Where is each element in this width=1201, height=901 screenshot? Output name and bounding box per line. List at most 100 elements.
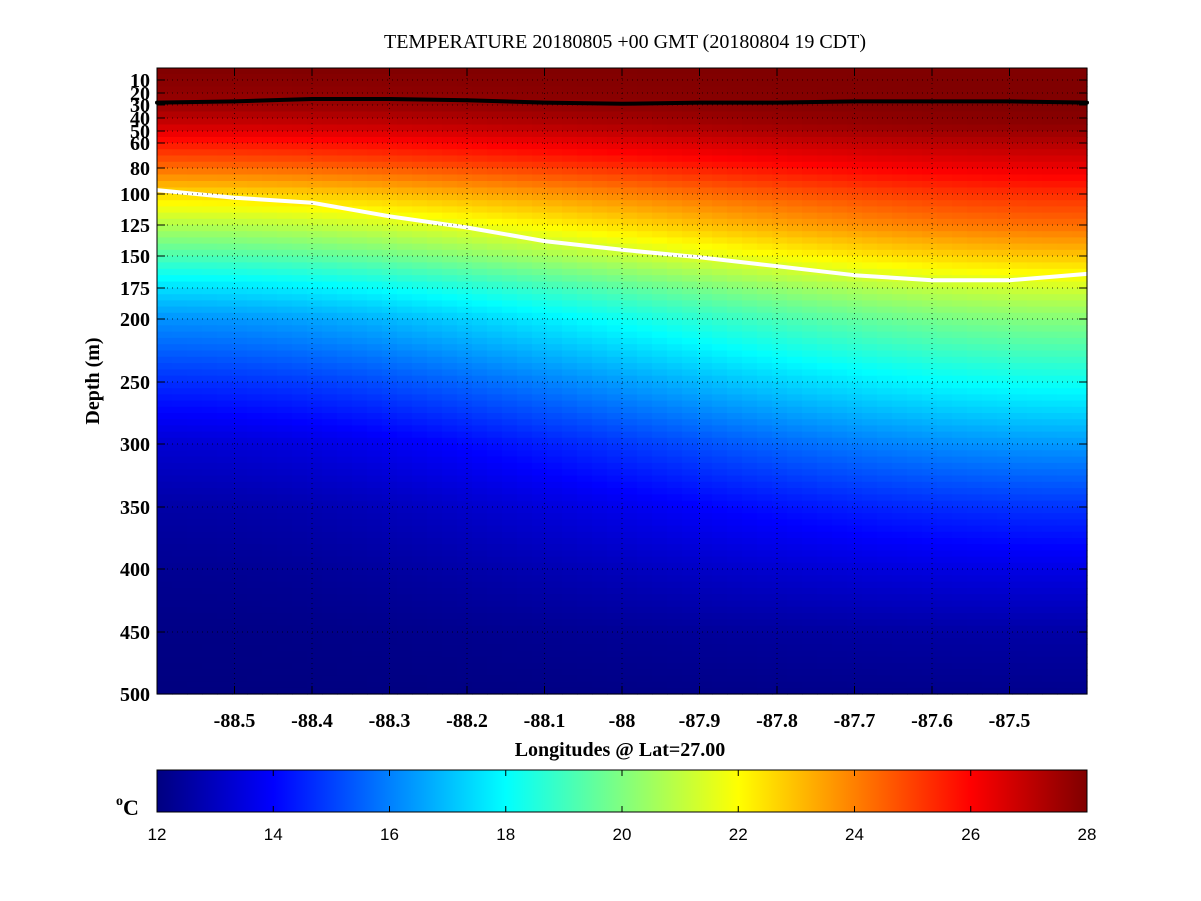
heatmap-cell — [592, 538, 608, 545]
heatmap-cell — [787, 118, 803, 126]
heatmap-cell — [412, 606, 428, 614]
heatmap-cell — [892, 500, 908, 508]
heatmap-cell — [652, 212, 668, 220]
heatmap-cell — [817, 319, 833, 326]
heatmap-cell — [412, 105, 428, 113]
heatmap-cell — [367, 519, 383, 527]
heatmap-cell — [217, 581, 233, 589]
heatmap-cell — [832, 687, 848, 695]
heatmap-cell — [337, 168, 353, 176]
heatmap-cell — [637, 500, 653, 508]
heatmap-cell — [472, 687, 488, 695]
heatmap-cell — [187, 488, 203, 495]
heatmap-cell — [502, 681, 518, 689]
heatmap-cell — [367, 382, 383, 389]
heatmap-cell — [172, 450, 188, 458]
heatmap-cell — [772, 249, 788, 257]
heatmap-cell — [787, 644, 803, 652]
heatmap-cell — [622, 237, 638, 245]
heatmap-cell — [457, 462, 473, 470]
heatmap-cell — [667, 161, 683, 169]
heatmap-cell — [352, 594, 368, 602]
heatmap-cell — [802, 206, 818, 214]
heatmap-cell — [412, 400, 428, 408]
heatmap-cell — [367, 525, 383, 533]
heatmap-cell — [427, 375, 443, 383]
heatmap-cell — [862, 681, 878, 689]
heatmap-cell — [232, 632, 248, 639]
heatmap-cell — [682, 475, 698, 483]
heatmap-cell — [562, 632, 578, 639]
heatmap-cell — [742, 161, 758, 169]
heatmap-cell — [502, 194, 518, 201]
heatmap-cell — [442, 111, 458, 119]
heatmap-cell — [397, 237, 413, 245]
heatmap-cell — [562, 406, 578, 414]
heatmap-cell — [592, 288, 608, 295]
heatmap-cell — [457, 137, 473, 144]
heatmap-cell — [697, 237, 713, 245]
heatmap-cell — [532, 456, 548, 464]
heatmap-cell — [172, 619, 188, 627]
heatmap-cell — [832, 400, 848, 408]
heatmap-cell — [472, 494, 488, 502]
heatmap-cell — [637, 225, 653, 232]
heatmap-cell — [757, 124, 773, 132]
heatmap-cell — [802, 587, 818, 595]
heatmap-cell — [727, 456, 743, 464]
heatmap-cell — [757, 243, 773, 251]
heatmap-cell — [592, 475, 608, 483]
heatmap-cell — [592, 606, 608, 614]
heatmap-cell — [727, 181, 743, 189]
heatmap-cell — [727, 525, 743, 533]
heatmap-cell — [472, 268, 488, 276]
heatmap-cell — [577, 581, 593, 589]
heatmap-cell — [262, 325, 278, 333]
heatmap-cell — [607, 212, 623, 220]
heatmap-cell — [322, 444, 338, 451]
heatmap-cell — [862, 187, 878, 195]
heatmap-cell — [202, 675, 218, 683]
heatmap-cell — [817, 181, 833, 189]
heatmap-cell — [727, 681, 743, 689]
heatmap-cell — [532, 562, 548, 570]
heatmap-cell — [742, 111, 758, 119]
heatmap-cell — [397, 212, 413, 220]
heatmap-cell — [712, 638, 728, 645]
heatmap-cell — [247, 137, 263, 144]
heatmap-cell — [202, 111, 218, 119]
heatmap-cell — [157, 650, 173, 658]
heatmap-cell — [367, 181, 383, 189]
heatmap-cell — [817, 363, 833, 370]
heatmap-cell — [667, 206, 683, 214]
heatmap-cell — [667, 469, 683, 477]
heatmap-cell — [532, 531, 548, 539]
heatmap-cell — [427, 681, 443, 689]
heatmap-cell — [817, 249, 833, 257]
heatmap-cell — [832, 544, 848, 551]
heatmap-cell — [187, 556, 203, 564]
heatmap-cell — [787, 569, 803, 576]
heatmap-cell — [892, 437, 908, 445]
heatmap-cell — [832, 650, 848, 658]
heatmap-cell — [547, 450, 563, 458]
heatmap-cell — [352, 538, 368, 545]
heatmap-cell — [397, 281, 413, 289]
heatmap-cell — [337, 400, 353, 408]
heatmap-cell — [502, 93, 518, 100]
heatmap-cell — [217, 93, 233, 100]
heatmap-cell — [667, 613, 683, 620]
heatmap-cell — [382, 562, 398, 570]
heatmap-cell — [517, 687, 533, 695]
heatmap-cell — [682, 581, 698, 589]
heatmap-cell — [352, 319, 368, 326]
heatmap-cell — [622, 306, 638, 314]
heatmap-cell — [187, 80, 203, 88]
heatmap-cell — [262, 669, 278, 676]
heatmap-cell — [262, 513, 278, 520]
heatmap-cell — [682, 681, 698, 689]
heatmap-cell — [352, 363, 368, 370]
heatmap-cell — [622, 363, 638, 370]
heatmap-cell — [292, 625, 308, 633]
heatmap-cell — [712, 469, 728, 477]
